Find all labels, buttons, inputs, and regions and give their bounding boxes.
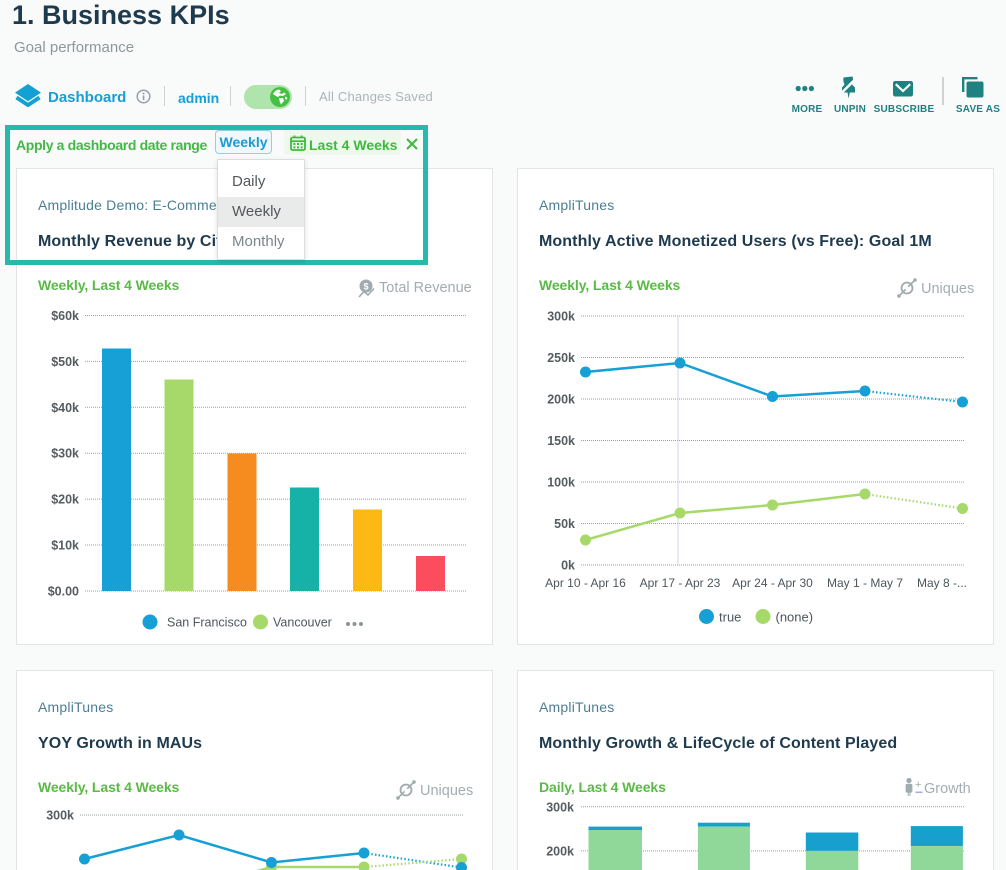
svg-text:(none): (none) (776, 610, 814, 625)
svg-text:$0.00: $0.00 (48, 584, 79, 598)
svg-text:$50k: $50k (51, 355, 79, 369)
svg-text:250k: 250k (547, 351, 575, 365)
svg-text:0k: 0k (561, 559, 575, 573)
svg-text:Total Revenue: Total Revenue (379, 280, 472, 296)
svg-text:$40k: $40k (51, 401, 79, 415)
svg-text:$10k: $10k (51, 539, 79, 553)
svg-text:Growth: Growth (924, 781, 971, 797)
svg-text:100k: 100k (547, 476, 575, 490)
svg-text:200k: 200k (546, 845, 574, 859)
svg-text:+: + (915, 779, 921, 791)
svg-text:50k: 50k (554, 517, 575, 531)
svg-text:Apr 10 - Apr 16: Apr 10 - Apr 16 (545, 576, 626, 590)
svg-text:$20k: $20k (51, 493, 79, 507)
svg-text:150k: 150k (547, 434, 575, 448)
svg-text:true: true (719, 610, 741, 625)
svg-text:Vancouver: Vancouver (273, 616, 332, 630)
svg-text:300k: 300k (547, 310, 575, 324)
svg-text:Apr 24 - Apr 30: Apr 24 - Apr 30 (732, 576, 813, 590)
svg-text:May 8 -...: May 8 -... (917, 576, 967, 590)
svg-text:May 1 - May 7: May 1 - May 7 (827, 576, 903, 590)
svg-text:San Francisco: San Francisco (167, 616, 247, 630)
svg-text:200k: 200k (547, 393, 575, 407)
svg-text:$60k: $60k (51, 309, 79, 323)
svg-text:Uniques: Uniques (921, 281, 974, 297)
svg-text:300k: 300k (546, 801, 574, 815)
svg-text:Uniques: Uniques (420, 783, 473, 799)
svg-text:$30k: $30k (51, 447, 79, 461)
svg-text:Apr 17 - Apr 23: Apr 17 - Apr 23 (640, 576, 721, 590)
svg-text:300k: 300k (46, 809, 74, 823)
svg-text:$: $ (363, 282, 368, 292)
